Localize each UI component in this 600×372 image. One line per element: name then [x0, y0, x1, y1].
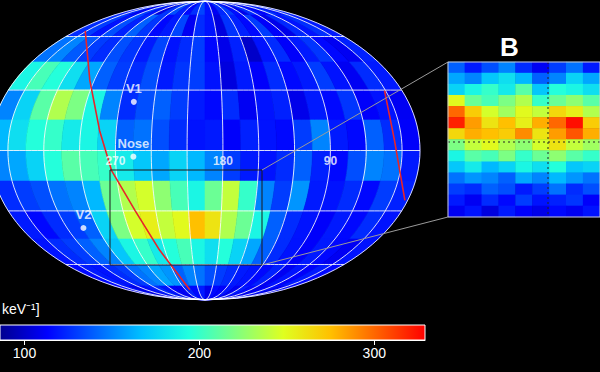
svg-text:V1: V1	[126, 81, 142, 96]
svg-text:Nose: Nose	[117, 136, 149, 151]
svg-text:V2: V2	[76, 207, 92, 222]
svg-text:180: 180	[213, 154, 233, 168]
svg-text:270: 270	[105, 154, 125, 168]
svg-text:300: 300	[363, 345, 387, 361]
svg-text:keV⁻¹]: keV⁻¹]	[2, 301, 40, 317]
svg-text:200: 200	[188, 345, 212, 361]
svg-text:90: 90	[324, 154, 338, 168]
svg-text:100: 100	[13, 345, 37, 361]
svg-text:B: B	[500, 32, 519, 62]
